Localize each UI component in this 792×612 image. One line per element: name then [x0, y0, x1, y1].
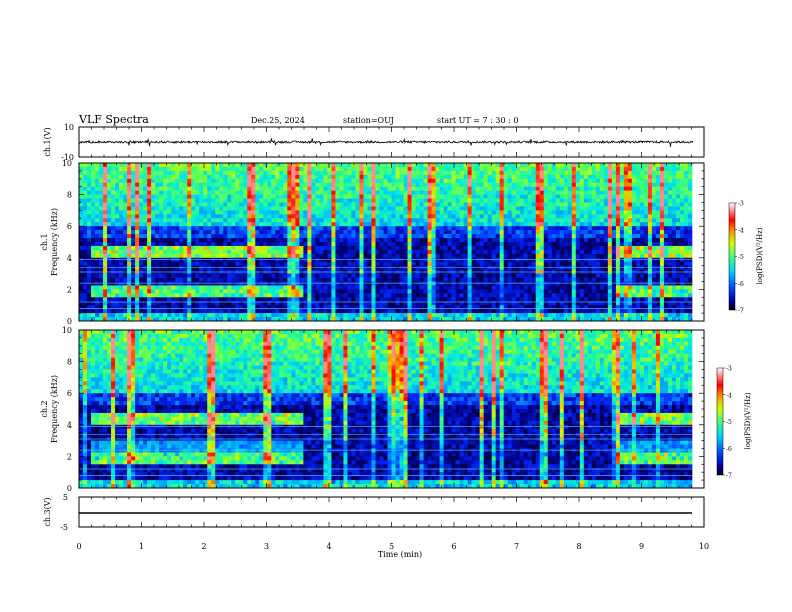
ch2-colorbar: -3 -4 -5 -6 -7 log(PSD)(V²/Hz): [716, 366, 752, 480]
ch3-ytick-bottom: -5: [60, 523, 68, 532]
ch2-freq-tick-label: 10: [62, 326, 72, 335]
ch2-colorbar-label: log(PSD)(V²/Hz): [744, 392, 752, 449]
x-tick-label: 4: [326, 542, 331, 551]
ch1-ylabel: ch.1(V): [43, 127, 52, 156]
ch2-spec-ylabel-frequency: Frequency (kHz): [50, 375, 59, 443]
x-tick-label: 5: [389, 542, 394, 551]
x-tick-label: 8: [576, 542, 581, 551]
ch2-colorbar-tick-label: -3: [726, 366, 732, 373]
x-tick-label: 9: [639, 542, 644, 551]
ch1-colorbar-label: log(PSD)(V²/Hz): [756, 227, 764, 284]
x-tick-label: 10: [699, 542, 709, 551]
ch1-colorbar-tick-label: -4: [738, 227, 744, 234]
ch2-freq-tick-label: 2: [67, 452, 72, 461]
ch1-freq-tick-label: 10: [62, 159, 72, 168]
ch3-ytick-top: 5: [63, 493, 68, 502]
x-axis-tick-labels: 0 1 2 3 4 5 6 7 8 9 10: [76, 542, 709, 551]
ch1-waveform-panel: 10 -10 ch.1(V): [43, 123, 705, 162]
station-label: station=OUJ: [343, 116, 394, 125]
ch1-freq-tick-label: 0: [67, 317, 72, 326]
ch2-colorbar-tick-label: -5: [726, 419, 732, 426]
ch1-colorbar-tick-label: -5: [738, 254, 744, 261]
ch2-spectrogram-panel: 0 2 4 6 8 10 ch.2 Frequency (kHz): [40, 326, 705, 493]
ch1-spec-ylabel-frequency: Frequency (kHz): [50, 208, 59, 276]
x-tick-label: 1: [139, 542, 144, 551]
ch2-colorbar-tick-label: -7: [726, 473, 732, 480]
figure-title: VLF Spectra: [78, 113, 149, 126]
ch3-waveform-panel: 5 -5 ch.3(V): [43, 493, 705, 532]
x-tick-label: 0: [76, 542, 81, 551]
ch2-colorbar-tick-label: -6: [726, 446, 732, 453]
ch2-freq-tick-label: 6: [67, 389, 72, 398]
x-axis-label: Time (min): [378, 550, 422, 559]
x-tick-label: 7: [514, 542, 519, 551]
ch1-colorbar-tick-label: -7: [738, 308, 744, 315]
ch1-ytick-top: 10: [64, 123, 74, 132]
x-tick-label: 2: [201, 542, 206, 551]
ch2-colorbar-gradient: [716, 367, 724, 476]
ch2-freq-tick-label: 0: [67, 484, 72, 493]
ch2-spectrogram-image: [79, 330, 693, 489]
start-time-label: start UT = 7 : 30 : 0: [437, 116, 518, 125]
ch1-colorbar-tick-label: -6: [738, 281, 744, 288]
ch1-waveform-trace: [79, 137, 694, 147]
ch1-spectrogram-panel: 0 2 4 6 8 10 ch.1 Frequency (kHz): [40, 159, 705, 326]
ch1-freq-tick-label: 8: [67, 191, 72, 200]
ch1-ytick-bottom: -10: [61, 153, 74, 162]
ch1-colorbar-gradient: [728, 202, 736, 311]
x-tick-label: 3: [264, 542, 269, 551]
ch1-spec-ylabel-channel: ch.1: [40, 233, 49, 250]
x-tick-label: 6: [451, 542, 456, 551]
date-label: Dec.25, 2024: [251, 116, 305, 125]
ch2-freq-tick-label: 4: [67, 421, 72, 430]
ch1-freq-tick-label: 2: [67, 285, 72, 294]
ch1-colorbar: -3 -4 -5 -6 -7 log(PSD)(V²/Hz): [728, 201, 764, 315]
ch2-colorbar-tick-label: -4: [726, 392, 732, 399]
ch3-ylabel: ch.3(V): [43, 497, 52, 526]
ch1-freq-tick-label: 6: [67, 222, 72, 231]
ch2-spec-ylabel-channel: ch.2: [40, 400, 49, 417]
ch1-freq-tick-label: 4: [67, 254, 72, 263]
ch2-freq-tick-label: 8: [67, 358, 72, 367]
ch1-spectrogram-image: [79, 163, 693, 322]
ch1-colorbar-tick-label: -3: [738, 201, 744, 208]
